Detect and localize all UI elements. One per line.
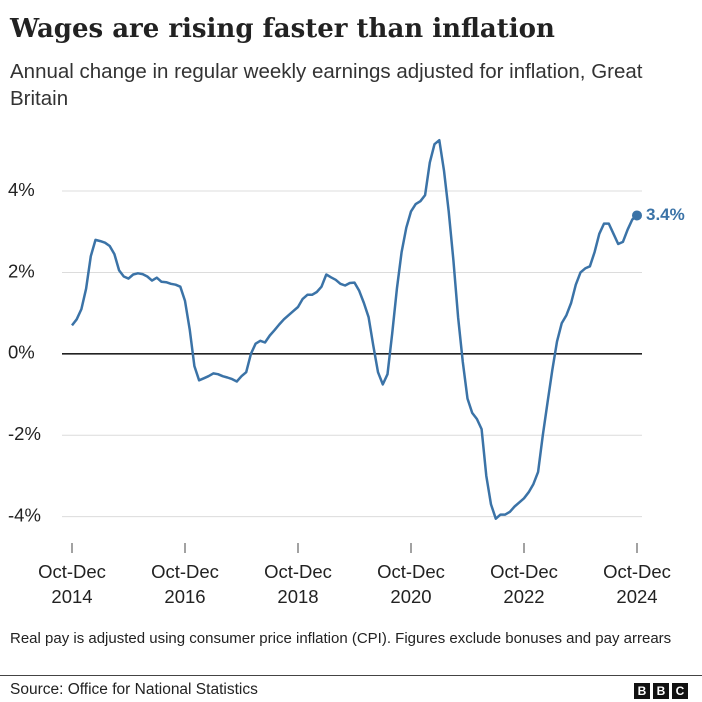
logo-letter: B: [653, 683, 669, 699]
y-tick-label: 4%: [8, 179, 35, 200]
chart-subtitle: Annual change in regular weekly earnings…: [10, 60, 643, 110]
source: Source: Office for National Statistics: [10, 681, 258, 698]
value-label: 3.4%: [646, 205, 685, 224]
chart-title: Wages are rising faster than inflation: [10, 14, 555, 44]
x-tick-label: Oct-Dec 2022: [490, 561, 558, 607]
y-tick-label: 2%: [8, 260, 35, 281]
y-tick-label: -2%: [8, 423, 41, 444]
x-tick-label: Oct-Dec 2016: [151, 561, 219, 607]
x-tick-label: Oct-Dec 2014: [38, 561, 106, 607]
x-tick-label: Oct-Dec 2024: [603, 561, 671, 607]
logo-letter: C: [672, 683, 688, 699]
x-tick-label: Oct-Dec 2018: [264, 561, 332, 607]
line: [71, 138, 638, 520]
logo: B B C: [634, 683, 688, 699]
x-tick-label: Oct-Dec 2020: [377, 561, 445, 607]
footnote: Real pay is adjusted using consumer pric…: [10, 630, 672, 647]
y-tick-label: 0%: [8, 342, 35, 363]
y-tick-label: -4%: [8, 505, 41, 526]
end-point: [632, 210, 642, 221]
logo-letter: B: [634, 683, 650, 699]
divider: [0, 675, 702, 676]
